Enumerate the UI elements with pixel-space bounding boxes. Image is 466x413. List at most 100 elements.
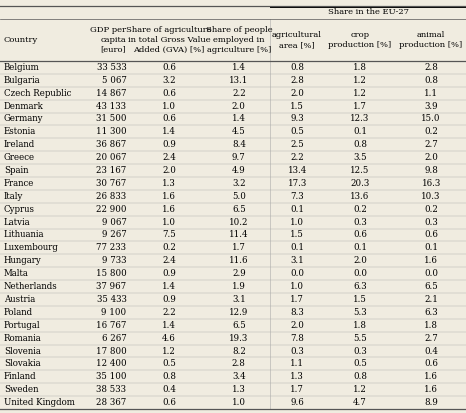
Text: 1.3: 1.3 xyxy=(232,385,246,394)
Text: 0.0: 0.0 xyxy=(290,269,304,278)
Text: 0.6: 0.6 xyxy=(162,89,176,98)
Text: 36 867: 36 867 xyxy=(96,140,126,149)
Text: 0.8: 0.8 xyxy=(424,76,438,85)
Text: crop
production [%]: crop production [%] xyxy=(329,31,391,49)
Text: 7.5: 7.5 xyxy=(162,230,176,240)
Text: 6.3: 6.3 xyxy=(424,308,438,317)
Text: 8.4: 8.4 xyxy=(232,140,246,149)
Text: 0.9: 0.9 xyxy=(162,140,176,149)
Text: Estonia: Estonia xyxy=(4,127,36,136)
Text: 1.3: 1.3 xyxy=(162,179,176,188)
Text: Malta: Malta xyxy=(4,269,29,278)
Text: 1.8: 1.8 xyxy=(353,321,367,330)
Text: 7.8: 7.8 xyxy=(290,334,304,343)
Text: 0.6: 0.6 xyxy=(424,230,438,240)
Text: 26 833: 26 833 xyxy=(96,192,126,201)
Text: 1.6: 1.6 xyxy=(424,372,438,381)
Text: Netherlands: Netherlands xyxy=(4,282,58,291)
Text: Cyprus: Cyprus xyxy=(4,205,35,214)
Text: Share in the EU-27: Share in the EU-27 xyxy=(328,9,409,17)
Text: 0.8: 0.8 xyxy=(353,140,367,149)
Text: 0.1: 0.1 xyxy=(424,243,438,252)
Text: 5.3: 5.3 xyxy=(353,308,367,317)
Text: 16.3: 16.3 xyxy=(421,179,441,188)
Text: 3.5: 3.5 xyxy=(353,153,367,162)
Text: 9.3: 9.3 xyxy=(290,114,304,123)
Text: 14 867: 14 867 xyxy=(96,89,126,98)
Text: 1.7: 1.7 xyxy=(290,385,304,394)
Text: 0.2: 0.2 xyxy=(424,205,438,214)
Text: Austria: Austria xyxy=(4,295,35,304)
Text: 1.4: 1.4 xyxy=(162,321,176,330)
Text: 2.5: 2.5 xyxy=(290,140,304,149)
Text: 0.3: 0.3 xyxy=(290,347,304,356)
Text: 0.3: 0.3 xyxy=(424,218,438,227)
Text: Share of agriculture
in total Gross Value
Added (GVA) [%]: Share of agriculture in total Gross Valu… xyxy=(126,26,212,54)
Text: 0.4: 0.4 xyxy=(162,385,176,394)
Text: 2.0: 2.0 xyxy=(290,321,304,330)
Text: 19.3: 19.3 xyxy=(229,334,248,343)
Text: 2.7: 2.7 xyxy=(424,140,438,149)
Text: 12.9: 12.9 xyxy=(229,308,248,317)
Text: Hungary: Hungary xyxy=(4,256,42,265)
Text: 0.6: 0.6 xyxy=(162,63,176,72)
Text: 0.5: 0.5 xyxy=(353,359,367,368)
Text: 0.5: 0.5 xyxy=(290,127,304,136)
Text: 0.1: 0.1 xyxy=(353,243,367,252)
Text: 1.4: 1.4 xyxy=(162,282,176,291)
Text: 33 533: 33 533 xyxy=(97,63,126,72)
Text: 10.3: 10.3 xyxy=(421,192,441,201)
Text: 1.4: 1.4 xyxy=(162,127,176,136)
Text: 0.0: 0.0 xyxy=(424,269,438,278)
Text: Belgium: Belgium xyxy=(4,63,40,72)
Text: 1.7: 1.7 xyxy=(290,295,304,304)
Text: 1.2: 1.2 xyxy=(353,89,367,98)
Text: 13.4: 13.4 xyxy=(288,166,307,175)
Text: Share of people
employed in
agriculture [%]: Share of people employed in agriculture … xyxy=(206,26,272,54)
Text: 2.2: 2.2 xyxy=(290,153,304,162)
Text: 3.2: 3.2 xyxy=(232,179,246,188)
Text: 0.9: 0.9 xyxy=(162,269,176,278)
Text: 30 767: 30 767 xyxy=(96,179,126,188)
Text: 2.2: 2.2 xyxy=(162,308,176,317)
Text: 3.1: 3.1 xyxy=(232,295,246,304)
Text: Poland: Poland xyxy=(4,308,33,317)
Text: 2.8: 2.8 xyxy=(232,359,246,368)
Text: Country: Country xyxy=(4,36,38,44)
Text: 10.2: 10.2 xyxy=(229,218,248,227)
Text: 2.0: 2.0 xyxy=(232,102,246,111)
Text: Luxembourg: Luxembourg xyxy=(4,243,59,252)
Text: 9.8: 9.8 xyxy=(424,166,438,175)
Text: 1.5: 1.5 xyxy=(353,295,367,304)
Text: 1.8: 1.8 xyxy=(424,321,438,330)
Text: 1.0: 1.0 xyxy=(290,282,304,291)
Text: 1.8: 1.8 xyxy=(353,63,367,72)
Text: 11 300: 11 300 xyxy=(96,127,126,136)
Text: GDP per
capita
[euro]: GDP per capita [euro] xyxy=(90,26,126,54)
Text: 1.5: 1.5 xyxy=(290,102,304,111)
Text: Italy: Italy xyxy=(4,192,23,201)
Text: 0.6: 0.6 xyxy=(162,398,176,407)
Text: 20.3: 20.3 xyxy=(350,179,370,188)
Text: 17 800: 17 800 xyxy=(96,347,126,356)
Text: 3.1: 3.1 xyxy=(290,256,304,265)
Text: animal
production [%]: animal production [%] xyxy=(399,31,463,49)
Text: Greece: Greece xyxy=(4,153,35,162)
Text: 1.0: 1.0 xyxy=(162,218,176,227)
Text: 12 400: 12 400 xyxy=(96,359,126,368)
Text: 6 267: 6 267 xyxy=(102,334,126,343)
Text: 1.0: 1.0 xyxy=(290,218,304,227)
Text: 6.3: 6.3 xyxy=(353,282,367,291)
Text: 38 533: 38 533 xyxy=(96,385,126,394)
Text: 0.6: 0.6 xyxy=(353,230,367,240)
Text: 35 100: 35 100 xyxy=(96,372,126,381)
Text: 1.7: 1.7 xyxy=(232,243,246,252)
Text: 1.1: 1.1 xyxy=(424,89,438,98)
Text: 43 133: 43 133 xyxy=(96,102,126,111)
Text: 2.9: 2.9 xyxy=(232,269,246,278)
Text: 15 800: 15 800 xyxy=(96,269,126,278)
Text: 4.5: 4.5 xyxy=(232,127,246,136)
Text: 2.4: 2.4 xyxy=(162,256,176,265)
Text: Czech Republic: Czech Republic xyxy=(4,89,71,98)
Text: 2.8: 2.8 xyxy=(290,76,304,85)
